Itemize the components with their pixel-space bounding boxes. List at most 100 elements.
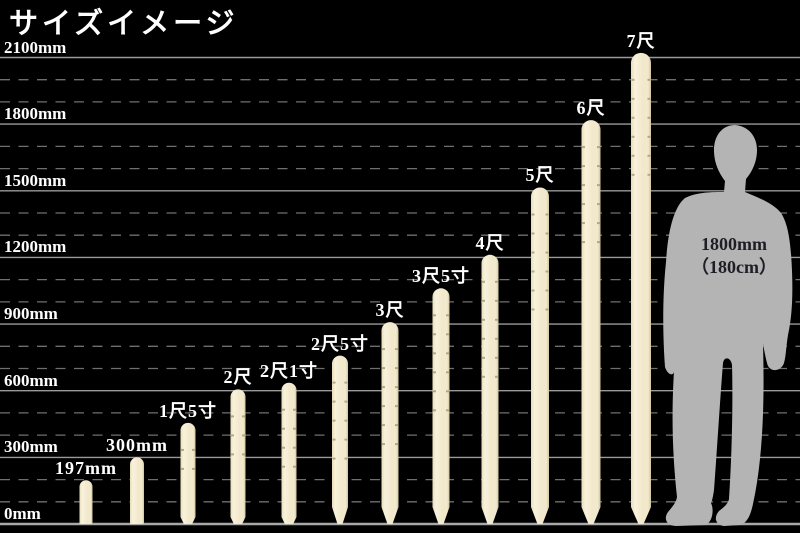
stake-notch: [597, 184, 600, 187]
bar-label: 6尺: [576, 98, 606, 118]
stake-notch: [545, 213, 549, 216]
stake-notch: [344, 419, 348, 422]
y-axis-label: 1200mm: [4, 237, 67, 256]
stake-notch: [433, 371, 436, 374]
stake-notch: [482, 280, 485, 283]
bar-label: 4尺: [475, 233, 505, 253]
stake-notch: [181, 448, 184, 451]
stake-notch: [531, 251, 535, 254]
stake-notch: [382, 424, 385, 427]
stake-notch: [446, 390, 449, 393]
bar-label: 3尺: [375, 300, 405, 320]
stake-notch: [495, 299, 498, 302]
stake-notch: [446, 314, 449, 317]
stake-notch: [582, 222, 585, 225]
stake-notch: [545, 289, 549, 292]
stake-notch: [192, 467, 195, 470]
stake-bar: [631, 52, 651, 525]
stake-notch: [597, 165, 600, 168]
stake-bar: [79, 480, 93, 524]
stake-notch: [545, 251, 549, 254]
stake-notch: [631, 135, 635, 138]
stake-notch: [332, 438, 336, 441]
stake-notch: [582, 184, 585, 187]
stake-bar: [281, 382, 297, 524]
stake-notch: [192, 448, 195, 451]
bar-label: 300mm: [106, 435, 168, 455]
stake-notch: [344, 381, 348, 384]
stake-bar: [481, 254, 499, 524]
stake-notch: [545, 232, 549, 235]
stake-notch: [332, 400, 336, 403]
stake-notch: [242, 453, 245, 456]
stake-notch: [382, 367, 385, 370]
stake-notch: [293, 446, 296, 449]
stake-notch: [482, 318, 485, 321]
stake-notch: [382, 405, 385, 408]
stake-notch: [631, 154, 635, 157]
stake-notch: [647, 78, 651, 81]
stake-notch: [382, 443, 385, 446]
stake-notch: [582, 165, 585, 168]
stake-notch: [647, 173, 651, 176]
stake-notch: [582, 146, 585, 149]
stake-bar: [581, 120, 601, 524]
stake-notch: [495, 280, 498, 283]
stake-notch: [395, 386, 398, 389]
stake-notch: [382, 348, 385, 351]
stake-bar: [130, 457, 144, 524]
stake-notch: [482, 337, 485, 340]
stake-notch: [446, 333, 449, 336]
stake-notch: [446, 352, 449, 355]
stake-notch: [332, 457, 336, 460]
bar-label: 1尺5寸: [159, 401, 217, 421]
stake-notch: [332, 419, 336, 422]
stake-notch: [242, 434, 245, 437]
stake-notch: [647, 135, 651, 138]
stake-notch: [482, 299, 485, 302]
bar-label: 2尺: [223, 367, 253, 387]
y-axis-label: 600mm: [4, 371, 58, 390]
stake-notch: [482, 375, 485, 378]
stake-notch: [433, 409, 436, 412]
stake-notch: [597, 203, 600, 206]
stake-notch: [597, 146, 600, 149]
stake-notch: [446, 371, 449, 374]
stake-bar: [332, 355, 348, 524]
y-axis-label: 1500mm: [4, 171, 67, 190]
stake-notch: [382, 386, 385, 389]
stake-notch: [647, 116, 651, 119]
stake-notch: [545, 270, 549, 273]
stake-notch: [531, 289, 535, 292]
y-axis-label: 2100mm: [4, 38, 67, 57]
stake-notch: [582, 203, 585, 206]
figure-height-cm: （180cm）: [691, 257, 777, 277]
stake-notch: [433, 390, 436, 393]
y-axis-label: 1800mm: [4, 104, 67, 123]
stake-notch: [531, 232, 535, 235]
stake-notch: [181, 467, 184, 470]
stake-notch: [282, 427, 285, 430]
stake-notch: [582, 241, 585, 244]
stake-notch: [293, 427, 296, 430]
stake-notch: [482, 356, 485, 359]
chart-title: サイズイメージ: [9, 8, 239, 40]
stake-notch: [597, 222, 600, 225]
stake-notch: [631, 173, 635, 176]
stake-notch: [344, 438, 348, 441]
stake-notch: [433, 333, 436, 336]
stake-notch: [395, 443, 398, 446]
stake-notch: [531, 213, 535, 216]
bar-label: 3尺5寸: [412, 266, 470, 286]
stake-notch: [395, 367, 398, 370]
stake-bar: [531, 187, 549, 524]
stake-bar: [230, 389, 246, 524]
stake-notch: [231, 415, 234, 418]
stake-notch: [395, 348, 398, 351]
stake-notch: [495, 318, 498, 321]
y-axis-label: 900mm: [4, 304, 58, 323]
stake-notch: [631, 78, 635, 81]
stake-bar: [180, 422, 196, 524]
stake-bar: [381, 322, 399, 524]
